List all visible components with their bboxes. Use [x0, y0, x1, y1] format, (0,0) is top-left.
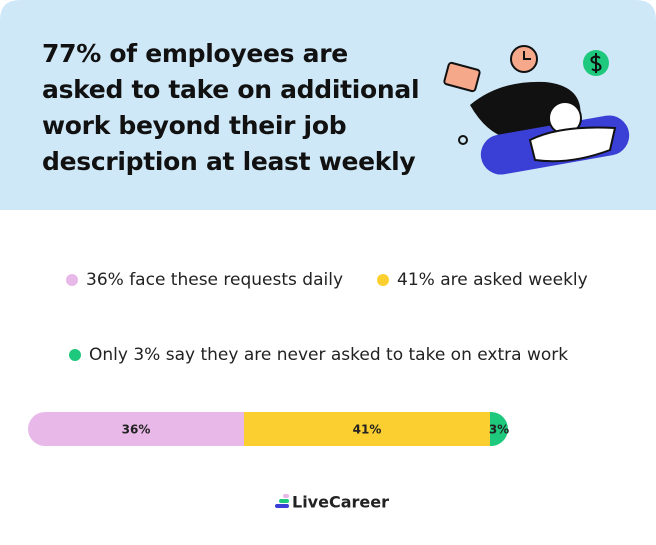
brand-logo — [275, 494, 289, 508]
value-label: 36% — [122, 423, 151, 437]
bar-segment — [28, 412, 244, 446]
illustration — [443, 45, 630, 175]
legend-marker — [66, 274, 78, 286]
bar-segment — [244, 412, 490, 446]
value-label: 41% — [353, 423, 382, 437]
brand: LiveCareer — [292, 493, 389, 512]
legend-label: 41% are asked weekly — [397, 270, 588, 290]
legend-label: 36% face these requests daily — [86, 270, 343, 290]
legend-marker — [377, 274, 389, 286]
legend-marker — [69, 349, 81, 361]
value-label: 3% — [489, 423, 509, 437]
legend-label: Only 3% say they are never asked to take… — [89, 345, 568, 365]
bar-segment — [490, 412, 508, 446]
stacked-bar — [28, 412, 508, 446]
title: 77% of employees are asked to take on ad… — [42, 39, 420, 176]
